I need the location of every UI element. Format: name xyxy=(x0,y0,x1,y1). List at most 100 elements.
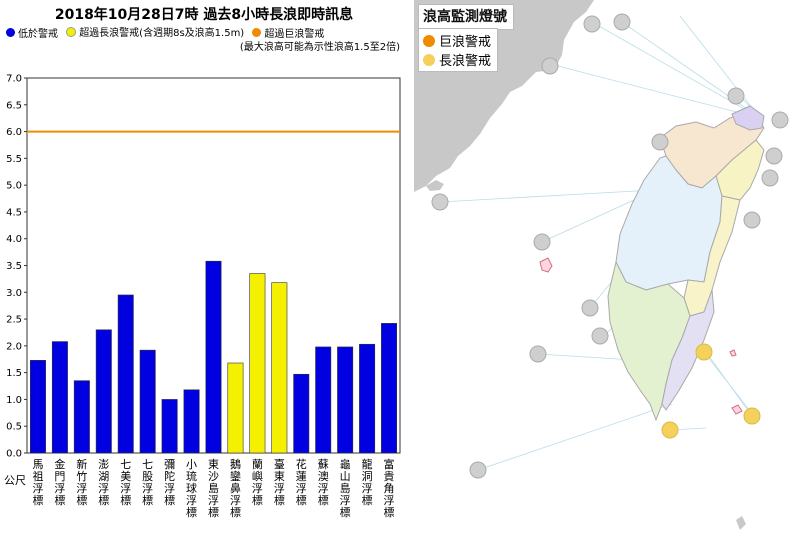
buoy-marker[interactable] xyxy=(743,211,761,229)
bar xyxy=(117,294,134,454)
x-tick-label: 花蓮浮標 xyxy=(296,458,307,507)
legend-high-label: 超過巨浪警戒 xyxy=(264,28,325,40)
map-legend: 巨浪警戒 長浪警戒 xyxy=(418,28,499,72)
map-legend-high-label: 巨浪警戒 xyxy=(439,35,492,50)
chart-legend: 低於警戒 超過長浪警戒(含週期8s及浪高1.5m) 超過巨浪警戒 xyxy=(6,24,406,40)
y-tick-label: 7.0 xyxy=(6,74,22,85)
x-tick-label: 澎湖浮標 xyxy=(98,458,109,507)
x-tick-label: 富貴角浮標 xyxy=(384,457,395,519)
bar xyxy=(293,373,310,454)
bar xyxy=(359,343,376,454)
y-tick-label: 6.5 xyxy=(6,100,22,111)
y-tick-label: 2.5 xyxy=(6,315,22,326)
x-tick-label: 金門浮標 xyxy=(54,457,65,507)
buoy-marker[interactable] xyxy=(431,193,449,211)
bar xyxy=(51,341,68,454)
y-tick-label: 3.0 xyxy=(6,288,22,299)
legend-swell-dot xyxy=(66,26,77,37)
bar xyxy=(29,360,46,454)
x-tick-label: 七股浮標 xyxy=(142,458,153,507)
islet xyxy=(736,516,746,530)
bar xyxy=(95,329,112,454)
x-tick-label: 馬祖浮標 xyxy=(32,458,43,507)
y-tick-label: 0.5 xyxy=(6,422,22,433)
x-tick-label: 鵝鑾鼻浮標 xyxy=(230,457,241,519)
bar xyxy=(249,273,266,454)
map-panel: 浪高監測燈號 巨浪警戒 長浪警戒 xyxy=(414,0,800,545)
x-tick-label: 臺東浮標 xyxy=(274,457,285,507)
buoy-marker[interactable] xyxy=(771,111,789,129)
penghu-islands xyxy=(539,257,553,273)
y-tick-label: 5.5 xyxy=(6,154,22,165)
chart-title: 2018年10月28日7時 過去8小時長浪即時訊息 xyxy=(54,7,354,23)
y-tick-label: 1.5 xyxy=(6,368,22,379)
bar xyxy=(205,260,222,454)
chart-note: (最大浪高可能為示性浪高1.5至2倍) xyxy=(239,42,400,53)
bar xyxy=(73,380,90,454)
y-tick-label: 6.0 xyxy=(6,127,22,138)
x-tick-label: 東沙島浮標 xyxy=(208,458,219,519)
buoy-markers xyxy=(431,13,789,479)
bar xyxy=(271,282,288,454)
map-legend-swell-dot xyxy=(423,53,435,66)
buoy-marker-swell[interactable] xyxy=(661,421,679,439)
x-tick-label: 蘭嶼浮標 xyxy=(252,458,263,507)
x-tick-label: 彌陀浮標 xyxy=(164,458,175,507)
chart-panel: 0.0 0.5 1.0 1.5 2.0 2.5 3.0 3.5 4.0 4.5 5.0 5.5 6.0 6… xyxy=(4,7,406,519)
buoy-marker[interactable] xyxy=(541,57,559,75)
legend-high: 超過巨浪警戒 xyxy=(252,25,324,40)
y-tick-label: 3.5 xyxy=(6,261,22,272)
orchid-island xyxy=(731,404,743,415)
bar xyxy=(161,399,178,454)
buoy-marker[interactable] xyxy=(651,133,669,151)
legend-swell-label: 超過長浪警戒(含週期8s及浪高1.5m) xyxy=(79,28,245,39)
buoy-marker[interactable] xyxy=(529,345,547,363)
y-tick-label: 2.0 xyxy=(6,341,22,352)
buoy-marker-swell[interactable] xyxy=(743,407,761,425)
buoy-marker[interactable] xyxy=(583,15,601,33)
x-tick-label: 新竹浮標 xyxy=(76,457,87,507)
kinmen-islet xyxy=(426,180,444,191)
x-tick-label: 小琉球浮標 xyxy=(186,458,197,519)
buoy-marker[interactable] xyxy=(727,87,745,105)
legend-swell: 超過長浪警戒(含週期8s及浪高1.5m) xyxy=(66,24,244,39)
green-island xyxy=(729,349,737,357)
map-legend-high-dot xyxy=(423,34,435,47)
y-tick-label: 0.0 xyxy=(6,449,22,460)
map-title: 浪高監測燈號 xyxy=(418,4,514,30)
legend-below: 低於警戒 xyxy=(6,25,58,40)
map-legend-swell: 長浪警戒 xyxy=(423,50,491,69)
buoy-marker[interactable] xyxy=(469,461,487,479)
x-tick-label: 龜山島浮標 xyxy=(340,458,351,519)
buoy-marker[interactable] xyxy=(591,327,609,345)
legend-below-label: 低於警戒 xyxy=(18,28,58,40)
y-tick-label: 5.0 xyxy=(6,181,22,192)
x-tick-label: 龍洞浮標 xyxy=(362,457,373,507)
legend-high-dot xyxy=(252,27,262,37)
bar xyxy=(381,323,398,454)
y-tick-label: 4.0 xyxy=(6,234,22,245)
buoy-marker[interactable] xyxy=(581,299,599,317)
region-taipei xyxy=(731,105,765,131)
buoy-marker[interactable] xyxy=(761,169,779,187)
map-legend-swell-label: 長浪警戒 xyxy=(439,54,492,69)
region-taitung xyxy=(661,289,715,411)
bar-chart: 0.0 0.5 1.0 1.5 2.0 2.5 3.0 3.5 4.0 4.5 5.0 5.5 6.0 6… xyxy=(4,74,401,519)
legend-below-dot xyxy=(6,27,15,37)
x-tick-label: 七美浮標 xyxy=(120,458,131,507)
bar xyxy=(183,389,200,454)
buoy-marker[interactable] xyxy=(765,147,783,165)
buoy-marker-swell[interactable] xyxy=(695,343,713,361)
bar xyxy=(315,346,332,454)
bar xyxy=(337,346,354,454)
map-legend-high: 巨浪警戒 xyxy=(423,31,491,50)
y-unit-label: 公尺 xyxy=(4,474,26,487)
y-tick-label: 1.0 xyxy=(6,395,22,406)
x-tick-label: 蘇澳浮標 xyxy=(318,458,329,507)
bar xyxy=(139,349,156,454)
buoy-marker[interactable] xyxy=(533,233,551,251)
taiwan-map xyxy=(414,0,789,530)
buoy-marker[interactable] xyxy=(613,13,631,31)
bar xyxy=(227,362,244,454)
y-tick-label: 4.5 xyxy=(6,207,22,218)
